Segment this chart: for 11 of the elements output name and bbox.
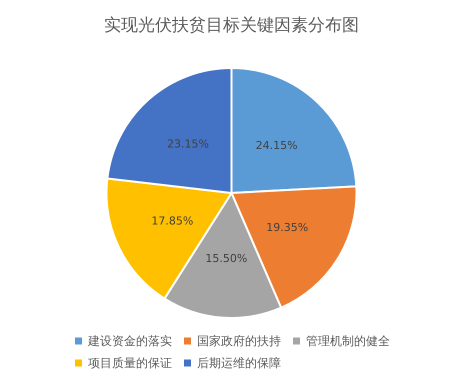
legend-label: 建设资金的落实 [87, 334, 172, 348]
legend-label: 后期运维的保障 [197, 356, 281, 370]
data-label: 17.85% [151, 214, 194, 228]
data-label: 24.15% [256, 138, 298, 152]
data-label: 19.35% [266, 220, 308, 234]
data-label: 23.15% [166, 138, 209, 151]
legend-label: 管理机制的健全 [306, 334, 390, 348]
legend-label: 项目质量的保证 [88, 356, 172, 370]
legend-label: 国家政府的扶持 [197, 334, 281, 348]
data-label: 15.50% [205, 252, 248, 265]
chart-title: 实现光伏扶贫目标关键因素分布图 [104, 16, 359, 36]
